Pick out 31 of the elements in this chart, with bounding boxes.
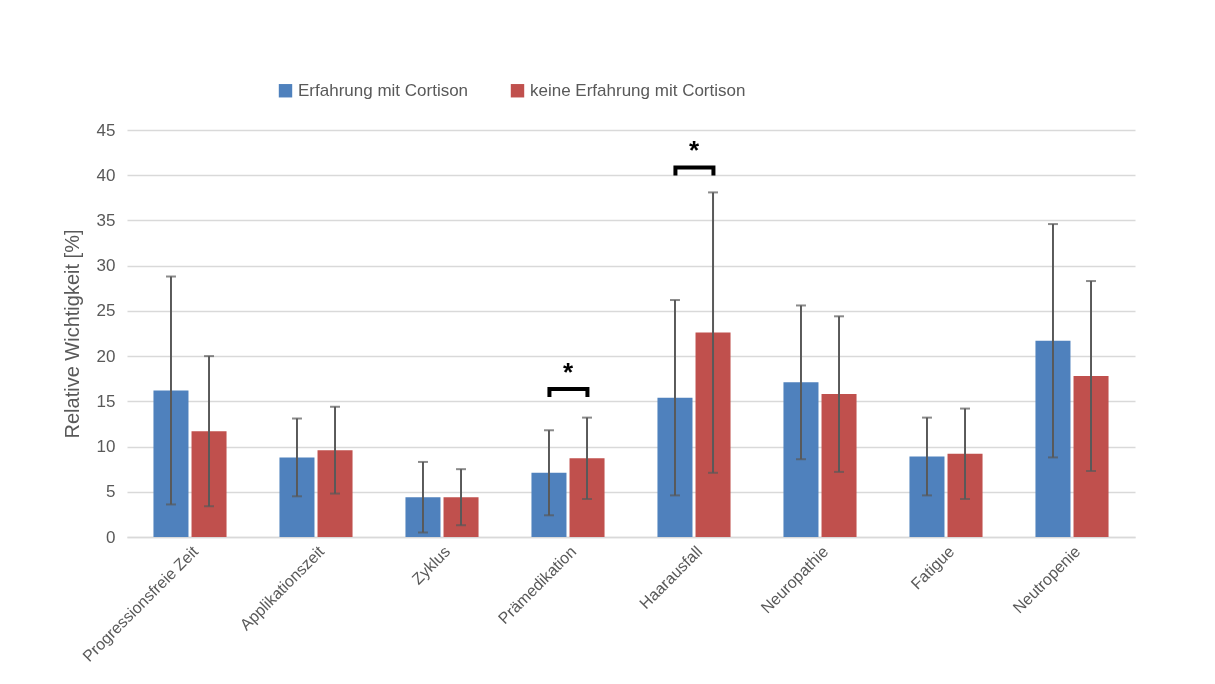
bar [909,456,945,537]
bar [1073,376,1109,537]
bar [153,390,189,537]
bar [279,457,315,537]
bar [191,431,227,537]
y-tick-label: 25 [96,301,116,321]
legend-label: keine Erfahrung mit Cortison [530,80,746,100]
bar [1035,340,1071,537]
bar [443,497,479,537]
bar [531,472,567,537]
bar [783,382,819,537]
y-tick-label: 0 [106,527,116,547]
annotation: * [562,357,574,388]
y-tick-label: 30 [96,256,116,276]
y-tick-label: 5 [106,482,116,502]
y-tick-label: 20 [96,346,116,366]
bar [695,332,731,537]
y-tick-label: 15 [96,391,116,411]
y-tick-label: 10 [96,437,116,457]
y-axis-title: Relative Wichtigkeit [%] [60,229,83,439]
bar [317,450,353,537]
bar [405,497,441,537]
y-tick-label: 35 [96,210,116,230]
bar [821,394,857,537]
y-tick-label: 40 [96,165,116,185]
bar [947,453,983,537]
bar [657,397,693,537]
legend-label: Erfahrung mit Cortison [298,80,469,100]
bar [569,458,605,537]
annotation: * [688,135,700,166]
y-tick-label: 45 [96,120,116,140]
